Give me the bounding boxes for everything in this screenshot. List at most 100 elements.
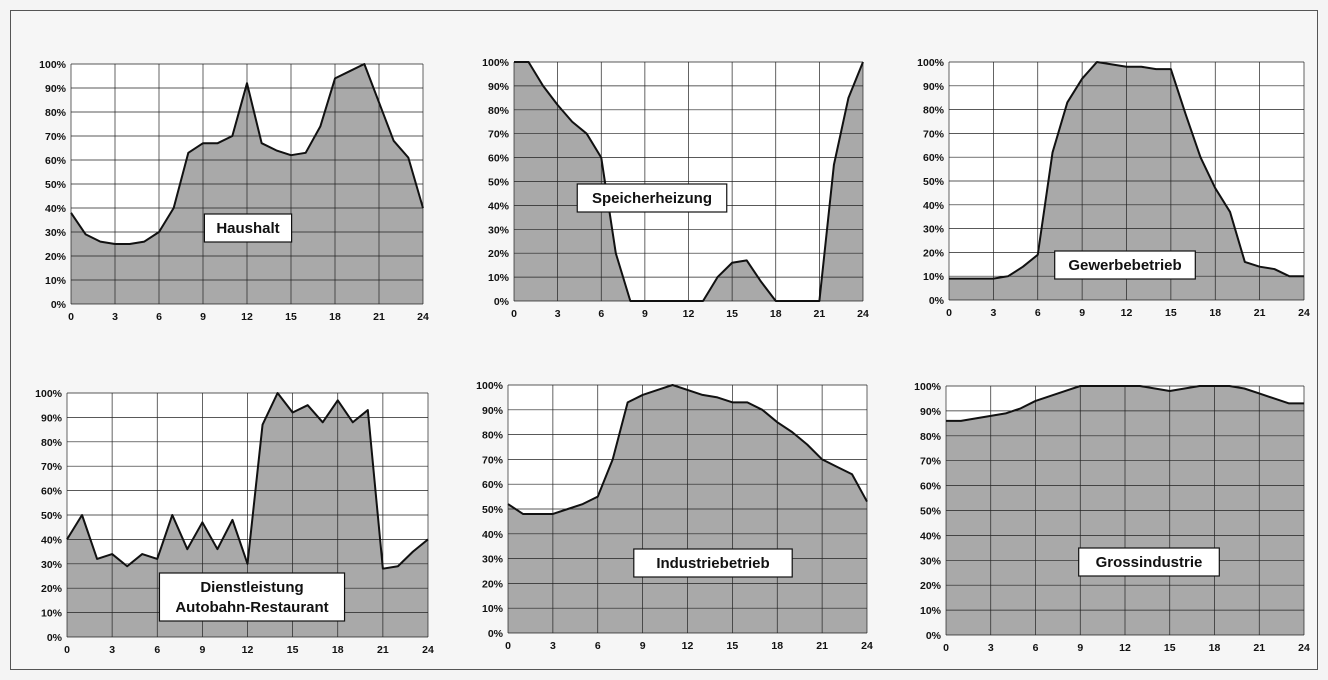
y-tick-label: 40%: [41, 534, 63, 546]
chart-label: Speicherheizung: [592, 190, 712, 207]
y-tick-label: 80%: [920, 431, 942, 443]
y-tick-label: 90%: [41, 412, 63, 424]
y-tick-label: 40%: [920, 530, 942, 542]
y-tick-label: 20%: [923, 247, 945, 259]
x-tick-label: 6: [595, 640, 601, 652]
chart-0: 0% 10% 20% 30% 40% 50% 60% 70% 80% 90% 100% 0 3 6 9 12 1…: [39, 59, 429, 323]
x-tick-label: 0: [946, 307, 952, 319]
y-tick-label: 10%: [923, 271, 945, 283]
chart-label: Autobahn-Restaurant: [175, 599, 328, 616]
x-tick-label: 9: [1077, 642, 1083, 654]
y-tick-label: 60%: [923, 152, 945, 164]
x-tick-label: 3: [112, 311, 118, 323]
chart-label-box: [1054, 250, 1196, 280]
x-tick-label: 15: [1165, 307, 1177, 319]
y-tick-label: 90%: [923, 81, 945, 93]
y-tick-label: 70%: [45, 131, 67, 143]
x-tick-label: 0: [68, 311, 74, 323]
y-tick-label: 30%: [920, 555, 942, 567]
y-tick-label: 30%: [923, 224, 945, 236]
chart-2: 0% 10% 20% 30% 40% 50% 60% 70% 80% 90% 100% 0 3 6 9 12 1…: [917, 57, 1310, 319]
x-tick-label: 15: [727, 640, 739, 652]
y-tick-label: 100%: [35, 388, 63, 400]
chart-label-box: [203, 213, 293, 243]
x-tick-label: 0: [505, 640, 511, 652]
y-tick-label: 10%: [920, 605, 942, 617]
x-tick-label: 18: [770, 308, 782, 320]
y-tick-label: 50%: [41, 510, 63, 522]
y-tick-label: 0%: [47, 632, 63, 644]
x-tick-label: 21: [816, 640, 828, 652]
y-tick-label: 30%: [488, 224, 510, 236]
chart-label: Industriebetrieb: [656, 555, 769, 572]
y-tick-label: 60%: [920, 481, 942, 493]
x-tick-label: 12: [683, 308, 695, 320]
y-tick-label: 10%: [45, 275, 67, 287]
x-tick-label: 6: [154, 644, 160, 656]
x-tick-label: 24: [1298, 307, 1310, 319]
y-tick-label: 30%: [482, 554, 504, 566]
x-tick-label: 15: [287, 644, 299, 656]
y-tick-label: 10%: [482, 603, 504, 615]
y-tick-label: 0%: [929, 295, 945, 307]
x-tick-label: 24: [861, 640, 873, 652]
chart-label-box: [158, 572, 346, 622]
x-tick-label: 18: [771, 640, 783, 652]
x-tick-label: 18: [332, 644, 344, 656]
x-tick-label: 9: [642, 308, 648, 320]
x-tick-label: 21: [373, 311, 385, 323]
chart-label: Gewerbebetrieb: [1068, 257, 1181, 274]
y-tick-label: 50%: [920, 506, 942, 518]
y-tick-label: 40%: [45, 203, 67, 215]
x-tick-label: 15: [1164, 642, 1176, 654]
y-tick-label: 70%: [482, 454, 504, 466]
x-tick-label: 24: [422, 644, 434, 656]
series-line: [946, 385, 1304, 422]
chart-1: 0% 10% 20% 30% 40% 50% 60% 70% 80% 90% 100% 0 3 6 9 12 1…: [482, 57, 869, 320]
chart-4: 0% 10% 20% 30% 40% 50% 60% 70% 80% 90% 100% 0 3 6 9 12 1…: [476, 380, 873, 652]
y-tick-label: 40%: [488, 200, 510, 212]
y-tick-label: 30%: [41, 559, 63, 571]
y-tick-label: 0%: [494, 296, 510, 308]
y-tick-label: 20%: [920, 580, 942, 592]
y-tick-label: 60%: [45, 155, 67, 167]
y-tick-label: 90%: [920, 406, 942, 418]
x-tick-label: 24: [1298, 642, 1310, 654]
x-tick-label: 9: [200, 311, 206, 323]
x-tick-label: 12: [682, 640, 694, 652]
y-tick-label: 70%: [923, 128, 945, 140]
x-tick-label: 3: [555, 308, 561, 320]
y-tick-label: 70%: [41, 461, 63, 473]
series-line: [507, 384, 868, 515]
x-tick-label: 3: [988, 642, 994, 654]
chart-label: Dienstleistung: [200, 579, 303, 596]
chart-label-box: [633, 548, 793, 578]
series-line: [949, 61, 1304, 280]
x-tick-label: 12: [1121, 307, 1133, 319]
y-tick-label: 80%: [923, 105, 945, 117]
y-tick-label: 50%: [923, 176, 945, 188]
x-tick-label: 24: [857, 308, 869, 320]
y-tick-label: 20%: [488, 248, 510, 260]
x-tick-label: 12: [241, 311, 253, 323]
y-tick-label: 30%: [45, 227, 67, 239]
chart-3: 0% 10% 20% 30% 40% 50% 60% 70% 80% 90% 100% 0 3 6 9 12 1…: [35, 388, 434, 656]
y-tick-label: 60%: [488, 153, 510, 165]
y-tick-label: 40%: [923, 200, 945, 212]
x-tick-label: 3: [990, 307, 996, 319]
x-tick-label: 15: [726, 308, 738, 320]
y-tick-label: 10%: [488, 272, 510, 284]
x-tick-label: 9: [199, 644, 205, 656]
x-tick-label: 6: [156, 311, 162, 323]
y-tick-label: 90%: [488, 81, 510, 93]
chart-5: 0% 10% 20% 30% 40% 50% 60% 70% 80% 90% 100% 0 3 6 9 12 1…: [914, 381, 1310, 654]
y-tick-label: 10%: [41, 608, 63, 620]
x-tick-label: 18: [1209, 642, 1221, 654]
y-tick-label: 60%: [41, 486, 63, 498]
y-tick-label: 20%: [482, 578, 504, 590]
series-line: [66, 392, 429, 570]
chart-label: Grossindustrie: [1096, 554, 1203, 571]
x-tick-label: 0: [511, 308, 517, 320]
y-tick-label: 100%: [39, 59, 67, 71]
y-tick-label: 80%: [482, 430, 504, 442]
